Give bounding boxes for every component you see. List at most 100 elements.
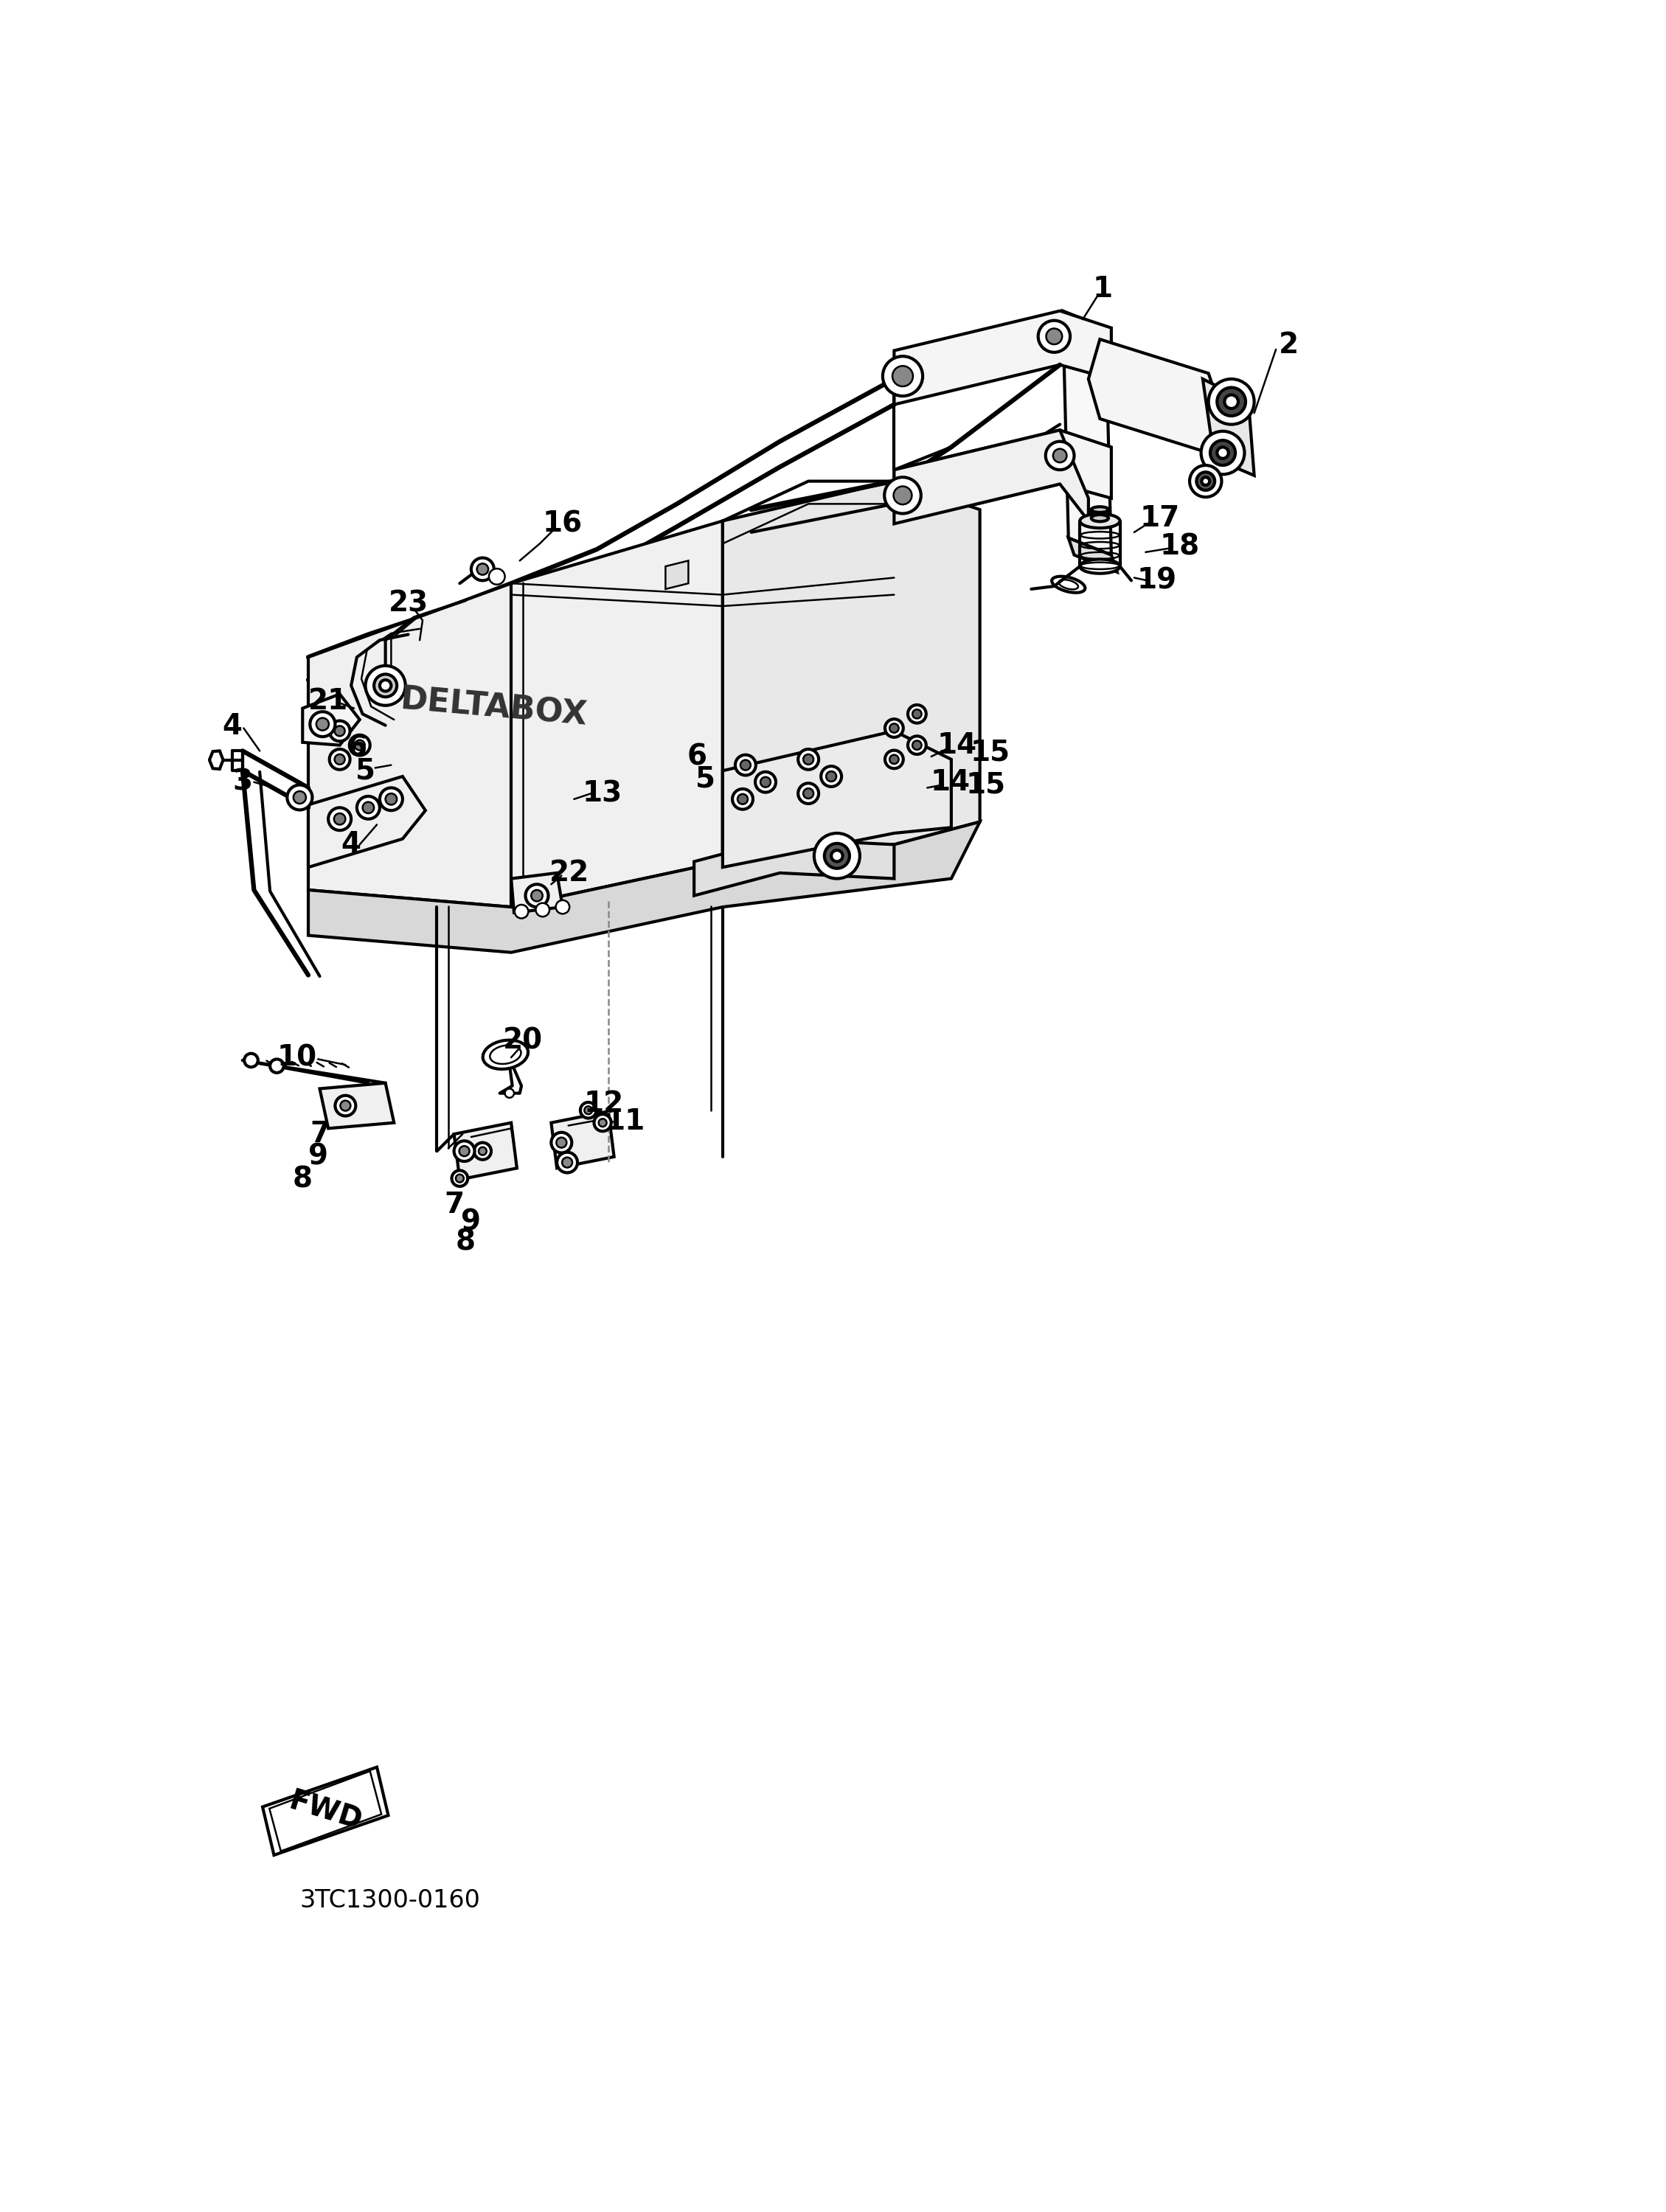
Text: FWD: FWD [285, 1787, 365, 1836]
Text: 5: 5 [355, 757, 375, 785]
Polygon shape [665, 560, 688, 588]
Circle shape [556, 1137, 566, 1148]
Text: 4: 4 [222, 712, 242, 741]
Circle shape [330, 721, 350, 741]
Circle shape [333, 814, 345, 825]
Polygon shape [511, 874, 563, 914]
Circle shape [556, 1152, 578, 1172]
Circle shape [815, 834, 860, 878]
Circle shape [505, 1088, 515, 1097]
Polygon shape [455, 1124, 516, 1179]
Circle shape [335, 754, 345, 765]
Circle shape [1190, 465, 1221, 498]
Polygon shape [308, 823, 980, 953]
Polygon shape [1088, 338, 1231, 453]
Polygon shape [895, 312, 1111, 405]
Text: 9: 9 [308, 1144, 328, 1170]
Polygon shape [895, 429, 1088, 524]
Circle shape [908, 737, 926, 754]
Polygon shape [308, 776, 425, 867]
Circle shape [451, 1170, 468, 1186]
Text: 5: 5 [695, 765, 715, 794]
Circle shape [340, 1102, 350, 1110]
Text: 21: 21 [308, 688, 348, 714]
Circle shape [585, 1106, 593, 1115]
Circle shape [821, 765, 841, 787]
Circle shape [883, 356, 923, 396]
Text: 6: 6 [686, 743, 706, 770]
Text: 3TC1300-0160: 3TC1300-0160 [300, 1889, 480, 1913]
Circle shape [885, 478, 921, 513]
Circle shape [803, 787, 813, 799]
Circle shape [488, 568, 505, 584]
Polygon shape [895, 429, 1111, 524]
Text: 12: 12 [583, 1091, 623, 1117]
Circle shape [908, 706, 926, 723]
Circle shape [328, 807, 352, 830]
Polygon shape [303, 695, 360, 745]
Circle shape [335, 726, 345, 737]
Ellipse shape [1080, 513, 1120, 529]
Circle shape [913, 710, 921, 719]
Circle shape [380, 787, 403, 810]
Text: 22: 22 [550, 858, 590, 887]
Text: 7: 7 [310, 1119, 330, 1148]
Circle shape [1218, 387, 1246, 416]
Circle shape [1053, 449, 1066, 462]
Circle shape [1046, 442, 1075, 469]
Text: 11: 11 [605, 1108, 645, 1135]
Text: DELTABOX: DELTABOX [400, 684, 588, 732]
Circle shape [456, 1175, 463, 1183]
Circle shape [330, 750, 350, 770]
Polygon shape [551, 1110, 615, 1168]
Circle shape [1208, 378, 1254, 425]
Circle shape [885, 719, 903, 737]
Circle shape [460, 1146, 470, 1157]
Circle shape [350, 734, 370, 757]
Circle shape [363, 803, 373, 814]
Circle shape [293, 792, 307, 803]
Circle shape [885, 750, 903, 768]
Circle shape [536, 902, 550, 916]
Text: 9: 9 [461, 1208, 481, 1237]
Circle shape [245, 1053, 258, 1066]
Circle shape [803, 754, 813, 765]
Polygon shape [1068, 538, 1116, 573]
Ellipse shape [1091, 515, 1108, 522]
Ellipse shape [1080, 560, 1120, 573]
Text: 19: 19 [1138, 566, 1176, 595]
Polygon shape [320, 1084, 393, 1128]
Text: 15: 15 [966, 772, 1006, 799]
Circle shape [1038, 321, 1070, 352]
Circle shape [525, 885, 548, 907]
Circle shape [357, 796, 380, 818]
Polygon shape [308, 522, 723, 907]
Ellipse shape [1091, 507, 1108, 513]
Polygon shape [723, 482, 980, 863]
Circle shape [598, 1119, 606, 1126]
Circle shape [1210, 440, 1236, 465]
Circle shape [890, 754, 898, 763]
Circle shape [831, 849, 843, 863]
Text: 6: 6 [347, 734, 367, 761]
Circle shape [1201, 431, 1245, 473]
Text: 13: 13 [583, 779, 623, 807]
Polygon shape [1063, 312, 1111, 555]
Circle shape [355, 741, 365, 750]
Text: 15: 15 [970, 739, 1010, 768]
Text: 14: 14 [936, 732, 976, 759]
Circle shape [580, 1102, 596, 1119]
Circle shape [595, 1115, 611, 1130]
Circle shape [798, 750, 818, 770]
Text: 8: 8 [455, 1228, 475, 1256]
Circle shape [755, 772, 776, 792]
Circle shape [476, 564, 488, 575]
Circle shape [270, 1060, 283, 1073]
Circle shape [1046, 327, 1063, 345]
Circle shape [893, 365, 913, 387]
Text: 14: 14 [930, 768, 970, 796]
Polygon shape [263, 1767, 388, 1856]
Circle shape [798, 783, 818, 803]
Text: 10: 10 [277, 1044, 317, 1071]
Text: DELTABOX: DELTABOX [400, 684, 588, 732]
